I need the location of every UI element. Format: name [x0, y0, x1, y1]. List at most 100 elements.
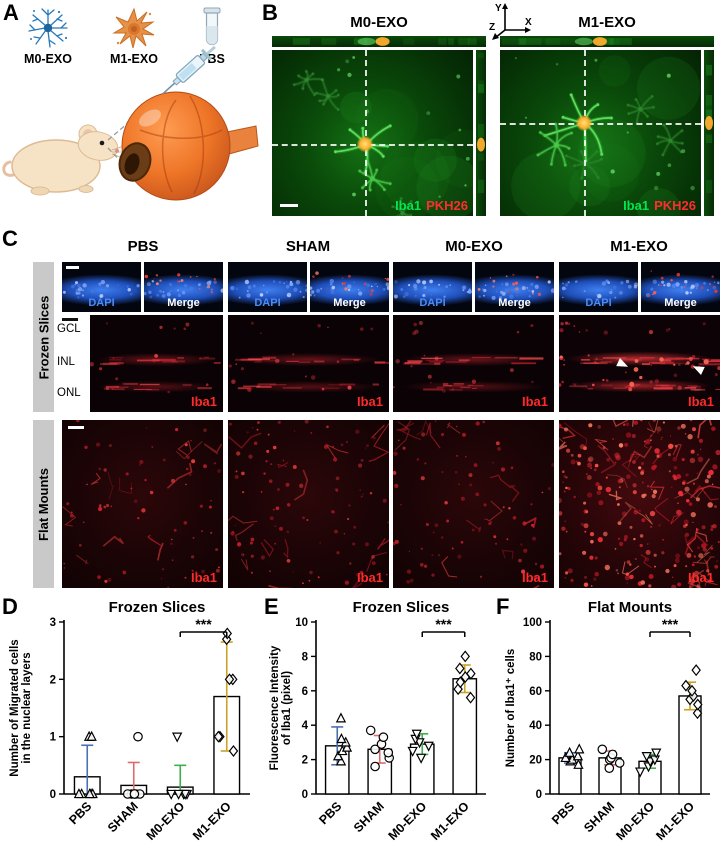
scatter-point [634, 767, 646, 778]
scatter-point [604, 763, 615, 773]
b-m0-title: M0-EXO [350, 14, 408, 31]
scatter-point [649, 755, 661, 766]
scatter-point [614, 758, 625, 768]
c-col-sham: SHAM [285, 238, 331, 255]
y-tick-label: 0 [536, 789, 542, 801]
panel-f-label: F [496, 594, 510, 619]
x-tick-label: M0-EXO [144, 799, 188, 843]
b-image-m1-exo: Iba1 PKH26 [500, 36, 714, 216]
scatter-point [378, 732, 389, 742]
fluorescence-texture [310, 271, 389, 297]
scatter-point [465, 691, 476, 704]
fluorescence-texture [228, 321, 389, 392]
iba1-green-label: Iba1 [623, 198, 650, 213]
frozen-slice-m1-exo: Iba1 [559, 315, 720, 412]
scatter-point [173, 789, 184, 800]
x-tick-label: PBS [549, 799, 577, 827]
scatter-point [336, 733, 347, 744]
fluorescence-texture [393, 420, 554, 588]
b-m1-right-ortho-strip [704, 50, 714, 216]
crosshair-vertical [584, 50, 587, 216]
y-tick-label: 2 [50, 674, 56, 686]
y-tick-label: 4 [302, 720, 309, 732]
pbs-tube-icon [203, 7, 221, 46]
scatter-point [423, 741, 434, 752]
scale-bar [280, 204, 298, 207]
x-tick-label: SHAM [351, 799, 387, 835]
scatter-point [564, 746, 575, 757]
scatter-point [166, 789, 177, 800]
y-tick-label: 100 [523, 617, 542, 629]
scatter-point [180, 789, 191, 800]
fluorescence-texture [62, 420, 223, 588]
frozen-slices-label: Frozen Slices [36, 295, 51, 379]
y-tick-label: 1 [50, 732, 57, 744]
x-tick-label: M1-EXO [190, 799, 234, 843]
flat-mounts-label: Flat Mounts [36, 467, 51, 541]
scatter-point [171, 732, 183, 743]
inset-dapi-pbs: DAPI [62, 262, 141, 312]
fluorescence-texture [230, 279, 307, 299]
dapi-label: DAPI [254, 297, 281, 309]
colocalization-spot [576, 115, 593, 132]
crosshair-horizontal [500, 123, 701, 126]
m0-exo-cell-icon [28, 8, 68, 48]
scatter-point [466, 667, 476, 680]
row-group-frozen-slices: Frozen Slices [33, 262, 54, 412]
iba1-stain-label: Iba1 [521, 570, 548, 585]
row-group-flat-mounts: Flat Mounts [33, 420, 54, 588]
z-axis-label: Z [489, 22, 495, 33]
b-m1-title: M1-EXO [578, 14, 636, 31]
inset-merge-pbs: Merge [144, 262, 223, 312]
scatter-point [573, 758, 584, 769]
scatter-point [213, 730, 224, 743]
frozen-slice-m0-exo: Iba1 [393, 315, 554, 412]
scatter-point [332, 750, 344, 761]
b-m1-main-image: Iba1 PKH26 [500, 50, 701, 216]
pkh26-red-label: PKH26 [426, 198, 468, 213]
scatter-point [692, 707, 703, 720]
inl-layer-label: INL [57, 356, 75, 368]
pkh26-red-label: PKH26 [654, 198, 696, 213]
scatter-point [341, 741, 353, 752]
y-tick-label: 3 [50, 617, 56, 629]
chart-title: Frozen Slices [353, 599, 450, 616]
scatter-point [86, 730, 97, 741]
scatter-point [224, 673, 235, 686]
fluorescence-texture [90, 322, 221, 394]
iba1-stain-label: Iba1 [356, 394, 383, 409]
merge-label: Merge [498, 297, 531, 309]
b-m1-stain-labels: Iba1 PKH26 [623, 198, 696, 213]
b-m0-main-image: Iba1 PKH26 [272, 50, 473, 216]
fluorescence-texture [561, 279, 638, 299]
fluorescence-texture [501, 37, 632, 46]
scatter-point [370, 761, 380, 772]
x-tick-label: PBS [316, 799, 344, 827]
scatter-point [335, 755, 347, 766]
x-tick-label: M0-EXO [613, 799, 657, 843]
chart-f-iba1-positive-cells: Flat Mounts 0 20 40 60 80 100 Number of Iba1⁺ c… [500, 598, 718, 857]
scatter-point [407, 746, 418, 757]
significance-label: *** [195, 616, 212, 632]
c-col-m1-exo: M1-EXO [610, 238, 668, 255]
scatter-point [651, 748, 662, 759]
scale-bar [68, 426, 84, 429]
scatter-point [129, 789, 140, 799]
dapi-label: DAPI [419, 297, 446, 309]
scatter-point [460, 650, 470, 663]
arrowhead [616, 358, 629, 367]
syringe-icon [162, 45, 216, 95]
flat-mount-sham: Iba1 [228, 420, 389, 588]
y-tick-label: 0 [50, 789, 56, 801]
fluorescence-texture [477, 52, 485, 193]
b-m0-right-ortho-strip [476, 50, 486, 216]
frozen-slice-pbs: Iba1 [90, 315, 223, 412]
inset-merge-m1: Merge [641, 262, 720, 312]
significance-label: *** [435, 616, 452, 632]
y-tick-label: 40 [529, 720, 542, 732]
dapi-label: DAPI [88, 297, 115, 309]
scatter-point [560, 751, 571, 763]
b-m0-top-ortho-strip [272, 36, 486, 47]
chart-d-migrated-cells: Frozen Slices 0 1 2 3 Number of Migrated cell… [8, 598, 260, 857]
